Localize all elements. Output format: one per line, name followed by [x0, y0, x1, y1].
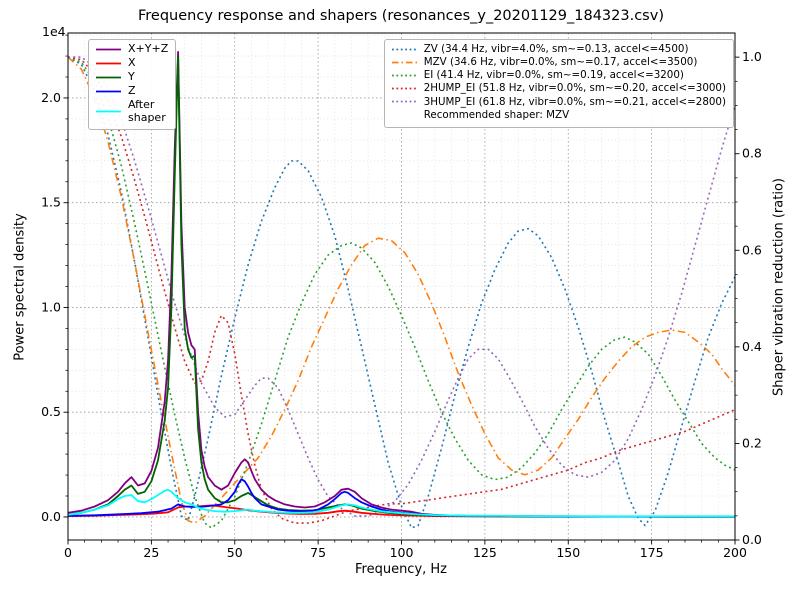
svg-text:1.5: 1.5 — [41, 195, 61, 210]
legend-item: 2HUMP_EI (51.8 Hz, vibr=0.0%, sm~=0.20, … — [391, 82, 726, 94]
legend-item: X+Y+Z — [95, 42, 169, 56]
legend-line-sample — [96, 76, 121, 79]
legend-label: 3HUMP_EI (61.8 Hz, vibr=0.0%, sm~=0.21, … — [423, 95, 726, 108]
legend-label: ZV (34.4 Hz, vibr=4.0%, sm~=0.13, accel<… — [423, 43, 689, 55]
legend-item: ZV (34.4 Hz, vibr=4.0%, sm~=0.13, accel<… — [391, 43, 726, 55]
legend-item: X — [95, 55, 168, 70]
x-axis-label: Frequency, Hz — [354, 562, 448, 577]
legend-item: Y — [95, 69, 168, 84]
legend-note: Recommended shaper: MZV — [423, 108, 570, 121]
y-axis-label-right: Shaper vibration reduction (ratio) — [771, 178, 787, 396]
legend-line-sample — [391, 87, 417, 90]
chart-title: Frequency response and shapers (resonanc… — [138, 8, 664, 24]
svg-text:75: 75 — [310, 545, 326, 560]
legend-line-sample — [391, 74, 417, 77]
legend-label: EI (41.4 Hz, vibr=0.0%, sm~=0.19, accel<… — [423, 69, 684, 82]
svg-text:50: 50 — [227, 545, 243, 560]
svg-text:0.0: 0.0 — [742, 532, 762, 547]
svg-text:0.0: 0.0 — [41, 509, 61, 524]
legend-line-sample — [96, 48, 121, 51]
legend-line-sample — [391, 48, 417, 50]
y-axis-label-left: Power spectral density — [12, 213, 28, 361]
svg-text:1.0: 1.0 — [41, 299, 61, 314]
svg-text:100: 100 — [390, 545, 414, 560]
legend-line-sample — [391, 100, 417, 103]
legend-line-sample — [96, 110, 121, 113]
svg-text:2.0: 2.0 — [41, 90, 61, 105]
legend-line-sample — [96, 90, 121, 93]
svg-text:0.2: 0.2 — [742, 435, 762, 450]
svg-text:0: 0 — [64, 545, 72, 560]
svg-text:1.0: 1.0 — [742, 49, 762, 64]
svg-text:0.5: 0.5 — [41, 404, 61, 419]
legend-label: Y — [128, 69, 135, 83]
svg-text:25: 25 — [143, 545, 159, 560]
psd-legend: X+Y+Z X Y Z After shaper — [88, 39, 177, 130]
legend-line-sample — [391, 61, 417, 64]
svg-text:0.8: 0.8 — [742, 146, 762, 161]
svg-text:175: 175 — [640, 545, 664, 560]
legend-item: Z — [95, 83, 168, 98]
svg-text:125: 125 — [473, 545, 497, 560]
svg-text:150: 150 — [556, 545, 580, 560]
legend-label: Z — [128, 83, 136, 97]
legend-line-sample — [96, 62, 121, 65]
svg-text:0.6: 0.6 — [742, 242, 762, 257]
legend-item: MZV (34.6 Hz, vibr=0.0%, sm~=0.17, accel… — [391, 56, 726, 68]
legend-label: After shaper — [128, 97, 166, 124]
legend-label: MZV (34.6 Hz, vibr=0.0%, sm~=0.17, accel… — [423, 56, 698, 69]
legend-label: X+Y+Z — [128, 42, 169, 55]
legend-item: 3HUMP_EI (61.8 Hz, vibr=0.0%, sm~=0.21, … — [391, 96, 726, 108]
svg-text:0.4: 0.4 — [742, 339, 762, 354]
y-axis-offset-text: 1e4 — [42, 24, 66, 39]
legend-label: X — [128, 55, 136, 69]
svg-text:200: 200 — [723, 545, 747, 560]
legend-item: After shaper — [95, 97, 168, 125]
legend-item: EI (41.4 Hz, vibr=0.0%, sm~=0.19, accel<… — [391, 69, 726, 81]
legend-label: 2HUMP_EI (51.8 Hz, vibr=0.0%, sm~=0.20, … — [423, 82, 726, 95]
shaper-legend: ZV (34.4 Hz, vibr=4.0%, sm~=0.13, accel<… — [383, 39, 734, 128]
